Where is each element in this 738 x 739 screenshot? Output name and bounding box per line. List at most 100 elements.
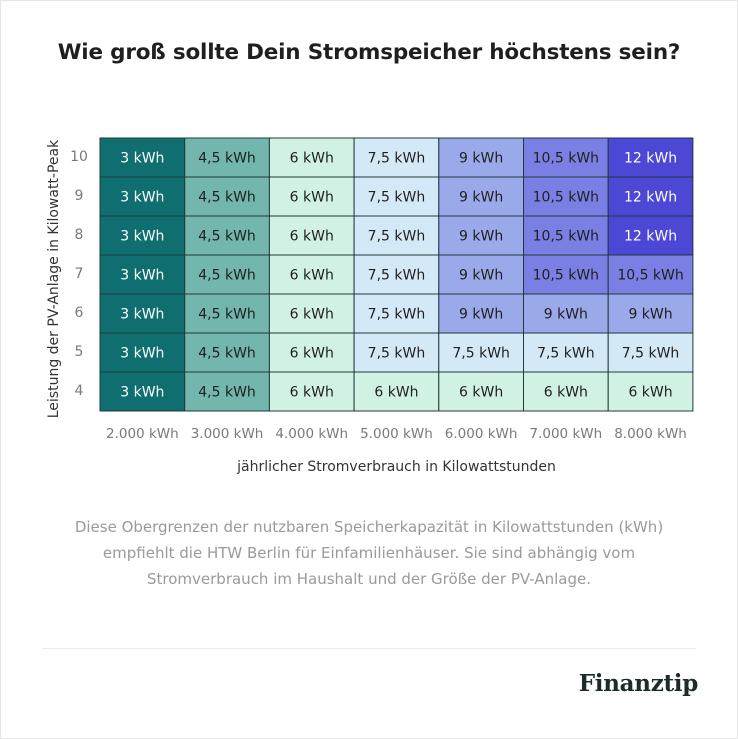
heatmap-cell-label: 6 kWh — [290, 190, 334, 206]
heatmap-cell — [99, 176, 186, 217]
heatmap-cell-label: 7,5 kWh — [368, 307, 426, 323]
x-tick-label: 2.000 kWh — [106, 426, 179, 442]
x-tick-label: 8.000 kWh — [614, 426, 687, 442]
heatmap-cell-label: 3 kWh — [120, 151, 164, 167]
heatmap-cell-label: 3 kWh — [120, 385, 164, 401]
heatmap-cell — [523, 332, 609, 373]
heatmap-cell-label: 9 kWh — [628, 307, 672, 323]
heatmap-cell — [607, 215, 694, 256]
chart-footnote: Diese Obergrenzen der nutzbaren Speicher… — [74, 518, 664, 588]
heatmap-cell-label: 6 kWh — [459, 385, 503, 401]
y-tick-label: 4 — [74, 382, 84, 399]
heatmap-cell — [438, 176, 524, 217]
heatmap-cell-label: 7,5 kWh — [368, 346, 426, 362]
heatmap-cell-label: 7,5 kWh — [368, 229, 426, 245]
heatmap-cell-label: 7,5 kWh — [622, 346, 680, 362]
heatmap-cell — [99, 254, 186, 295]
heatmap-cell — [268, 371, 355, 412]
heatmap-cell — [438, 215, 524, 256]
x-tick-label: 6.000 kWh — [444, 426, 518, 442]
heatmap-cell-label: 6 kWh — [374, 385, 418, 401]
heatmap-cell-label: 3 kWh — [120, 346, 164, 362]
heatmap-cell-label: 6 kWh — [290, 268, 334, 284]
x-tick-label: 7.000 kWh — [529, 426, 603, 442]
heatmap-cell — [268, 215, 355, 256]
heatmap-cell-label: 12 kWh — [624, 151, 677, 167]
heatmap-cell — [353, 254, 440, 295]
heatmap-cell — [438, 371, 524, 412]
heatmap-cell-label: 4,5 kWh — [198, 190, 256, 206]
y-tick-label: 7 — [74, 265, 84, 282]
heatmap-cell-label: 6 kWh — [544, 385, 588, 401]
y-tick-label: 6 — [74, 304, 84, 321]
heatmap-cell-label: 4,5 kWh — [198, 268, 256, 284]
heatmap-cell — [523, 215, 609, 256]
heatmap-cell — [607, 293, 694, 334]
heatmap-cell — [353, 176, 440, 217]
heatmap-cell-label: 12 kWh — [624, 229, 677, 245]
heatmap-cell-label: 9 kWh — [544, 307, 588, 323]
heatmap-cell — [607, 332, 694, 373]
heatmap-cell-label: 7,5 kWh — [452, 346, 510, 362]
heatmap-cell-label: 7,5 kWh — [537, 346, 595, 362]
heatmap-cell-label: 9 kWh — [459, 190, 503, 206]
heatmap-cell — [353, 137, 440, 178]
heatmap-cell-label: 6 kWh — [290, 385, 334, 401]
heatmap-cell — [607, 176, 694, 217]
y-tick-label: 8 — [74, 226, 84, 243]
x-axis-label: jährlicher Stromverbrauch in Kilowattstu… — [237, 459, 556, 475]
heatmap-cell — [438, 137, 524, 178]
heatmap-cell-label: 12 kWh — [624, 190, 677, 206]
x-tick-label: 4.000 kWh — [275, 426, 349, 442]
heatmap-cell-label: 3 kWh — [120, 229, 164, 245]
heatmap-cell-label: 6 kWh — [628, 385, 672, 401]
heatmap-cell — [184, 371, 270, 412]
heatmap-cell — [268, 176, 355, 217]
heatmap-cell-label: 10,5 kWh — [617, 268, 683, 284]
heatmap-cell — [438, 293, 524, 334]
heatmap-cell-label: 4,5 kWh — [198, 346, 256, 362]
y-tick-label: 9 — [74, 187, 84, 204]
heatmap-cell-label: 4,5 kWh — [198, 151, 256, 167]
heatmap-cell-label: 3 kWh — [120, 268, 164, 284]
heatmap-cell — [523, 254, 609, 295]
heatmap-cell — [607, 371, 694, 412]
brand-logo: Finanztip — [578, 670, 699, 697]
heatmap-cell-label: 10,5 kWh — [533, 190, 599, 206]
heatmap-cell — [523, 293, 609, 334]
heatmap-cell — [438, 332, 524, 373]
heatmap-cell — [184, 215, 270, 256]
heatmap-cell — [353, 371, 440, 412]
heatmap-cell-label: 7,5 kWh — [368, 151, 426, 167]
heatmap-cell-label: 4,5 kWh — [198, 307, 256, 323]
heatmap-cell-label: 6 kWh — [290, 346, 334, 362]
heatmap-cell-label: 9 kWh — [459, 229, 503, 245]
heatmap-cell — [184, 137, 270, 178]
heatmap-cell-label: 4,5 kWh — [198, 385, 256, 401]
heatmap-cell — [523, 176, 609, 217]
heatmap-cell-label: 9 kWh — [459, 268, 503, 284]
heatmap-cell-label: 10,5 kWh — [533, 229, 599, 245]
heatmap-cell — [353, 215, 440, 256]
heatmap-cell-label: 6 kWh — [290, 307, 334, 323]
heatmap-cell — [268, 137, 355, 178]
heatmap-cell-label: 7,5 kWh — [368, 268, 426, 284]
heatmap-cell-label: 9 kWh — [459, 307, 503, 323]
x-tick-label: 5.000 kWh — [360, 426, 433, 442]
heatmap-cell-label: 4,5 kWh — [198, 229, 256, 245]
heatmap-cell-label: 10,5 kWh — [533, 151, 599, 167]
heatmap-cell-label: 9 kWh — [459, 151, 503, 167]
heatmap-cell — [184, 332, 270, 373]
heatmap-cell-label: 6 kWh — [290, 229, 334, 245]
heatmap-cell-label: 3 kWh — [120, 190, 164, 206]
heatmap-cell — [353, 332, 440, 373]
heatmap-cell-label: 3 kWh — [120, 307, 164, 323]
heatmap-cell-label: 6 kWh — [290, 151, 334, 167]
heatmap-cell — [99, 215, 186, 256]
footer-divider — [42, 648, 696, 649]
heatmap-cell-label: 10,5 kWh — [533, 268, 599, 284]
x-tick-label: 3.000 kWh — [190, 426, 264, 442]
heatmap-cell — [268, 293, 355, 334]
heatmap-cell — [607, 137, 694, 178]
